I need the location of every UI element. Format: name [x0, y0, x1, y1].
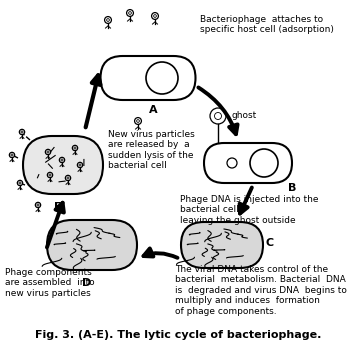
Circle shape: [61, 159, 63, 161]
Text: ghost: ghost: [231, 110, 256, 119]
Circle shape: [47, 151, 49, 153]
FancyBboxPatch shape: [181, 222, 263, 268]
FancyBboxPatch shape: [204, 143, 292, 183]
Text: D: D: [82, 278, 92, 288]
Circle shape: [37, 204, 39, 206]
Circle shape: [129, 12, 131, 14]
Circle shape: [154, 15, 156, 17]
Text: The viral DNA takes control of the
bacterial  metabolism. Bacterial  DNA
is  deg: The viral DNA takes control of the bacte…: [175, 265, 347, 316]
Text: Phage components
are assembled  into
new virus particles: Phage components are assembled into new …: [5, 268, 95, 298]
Circle shape: [49, 174, 51, 176]
Text: Fig. 3. (A-E). The lytic cycle of bacteriophage.: Fig. 3. (A-E). The lytic cycle of bacter…: [35, 330, 321, 340]
Circle shape: [227, 158, 237, 168]
Text: Bacteriophage  attaches to
specific host cell (adsorption): Bacteriophage attaches to specific host …: [200, 15, 334, 34]
Circle shape: [45, 149, 51, 155]
Circle shape: [72, 145, 78, 151]
FancyBboxPatch shape: [47, 220, 137, 270]
Circle shape: [152, 12, 158, 19]
Circle shape: [11, 154, 13, 156]
Circle shape: [135, 118, 141, 125]
Circle shape: [74, 147, 76, 149]
Circle shape: [67, 177, 69, 179]
Circle shape: [19, 129, 24, 135]
Circle shape: [59, 157, 65, 163]
FancyBboxPatch shape: [100, 56, 196, 100]
Text: E: E: [54, 202, 62, 212]
Circle shape: [250, 149, 278, 177]
Text: B: B: [288, 183, 296, 193]
Text: New virus particles
are released by  a
sudden lysis of the
bacterial cell: New virus particles are released by a su…: [108, 130, 195, 170]
Circle shape: [77, 162, 83, 168]
Circle shape: [146, 62, 178, 94]
Circle shape: [36, 202, 41, 208]
Circle shape: [214, 112, 222, 119]
Text: A: A: [149, 105, 157, 115]
Text: Phage DNA is injected into the
bacterial cell,
leaving the ghost outside: Phage DNA is injected into the bacterial…: [180, 195, 318, 225]
Circle shape: [9, 152, 15, 158]
Circle shape: [17, 180, 23, 186]
Circle shape: [65, 175, 71, 181]
Circle shape: [105, 17, 111, 23]
Circle shape: [79, 164, 81, 166]
Text: C: C: [266, 238, 274, 248]
Circle shape: [127, 10, 133, 16]
FancyBboxPatch shape: [23, 136, 103, 194]
Circle shape: [137, 120, 140, 122]
Circle shape: [210, 108, 226, 124]
Circle shape: [47, 172, 53, 178]
Circle shape: [21, 131, 23, 133]
Circle shape: [19, 182, 21, 184]
Circle shape: [106, 19, 109, 22]
